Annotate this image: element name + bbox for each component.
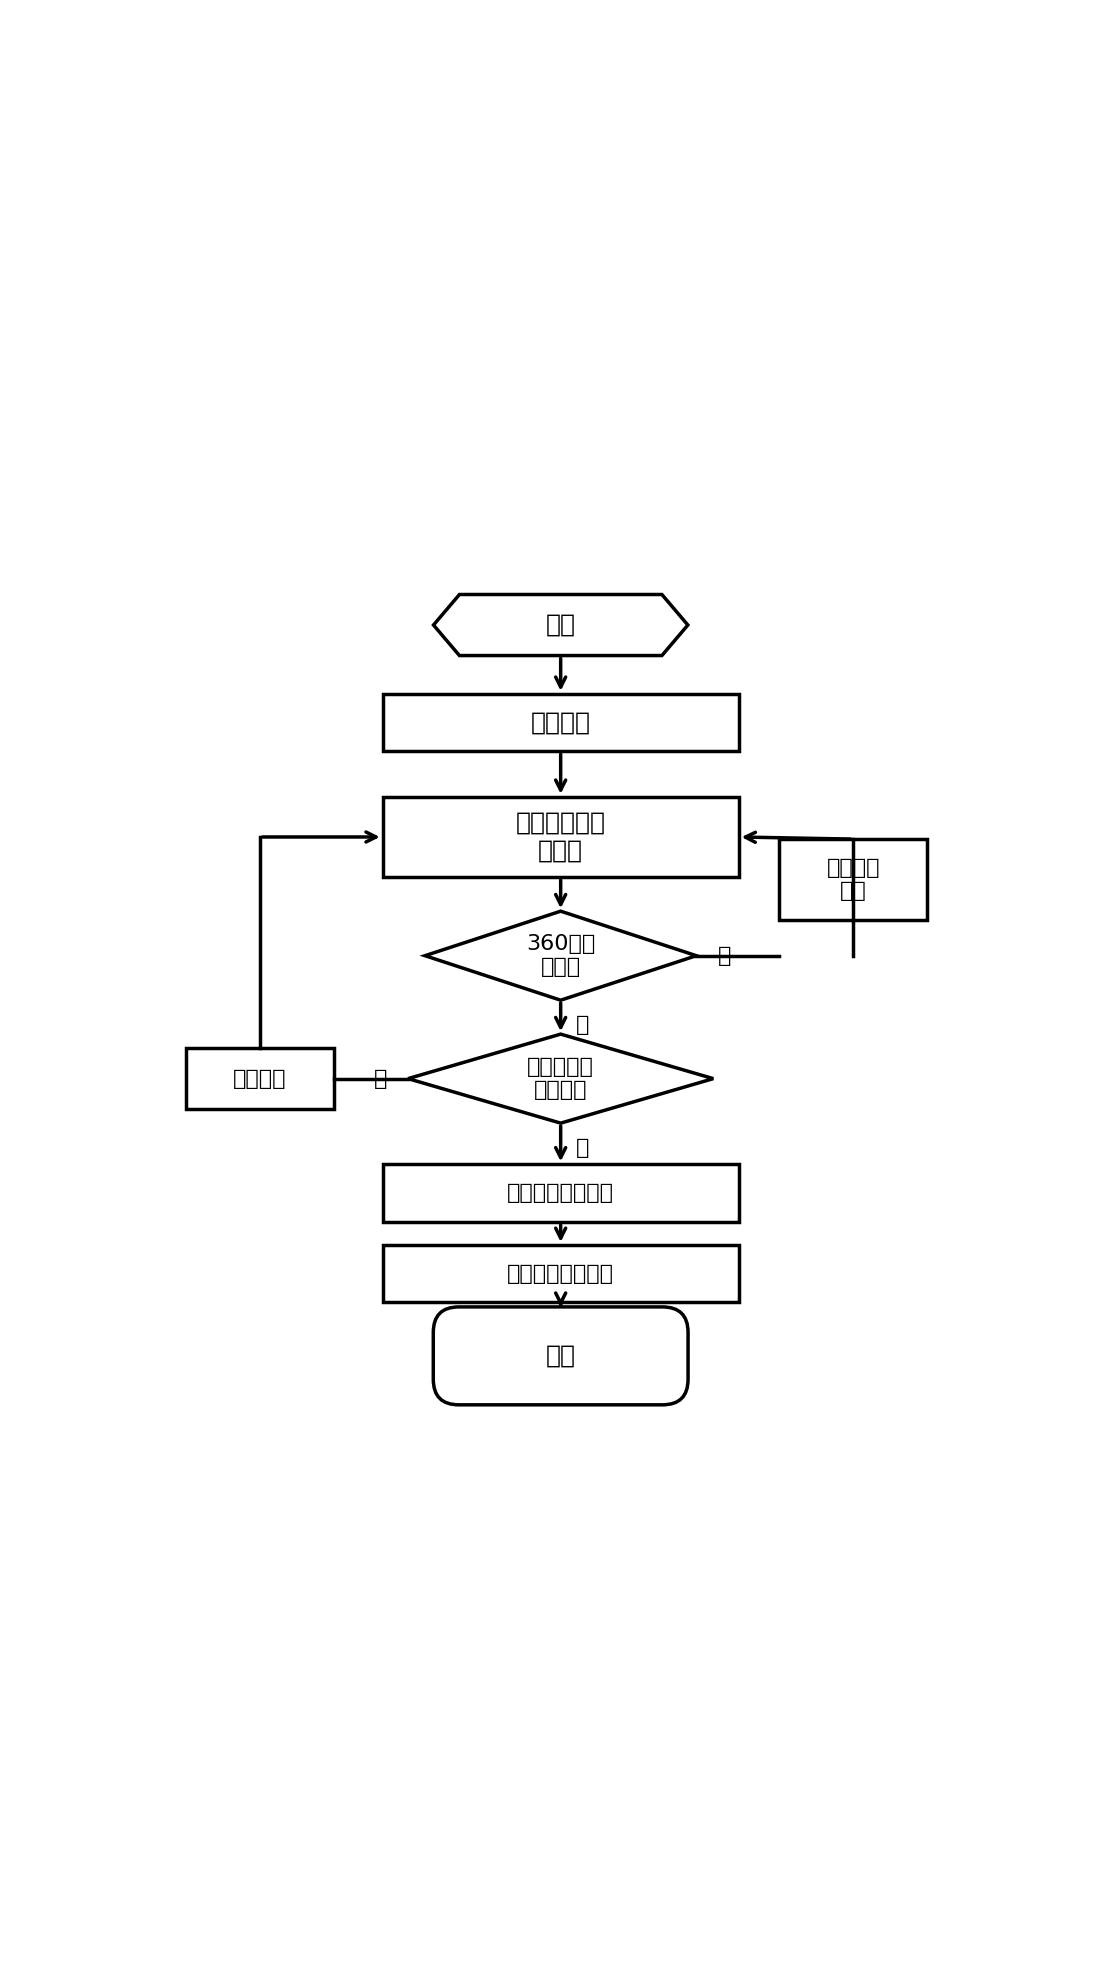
Text: 结束: 结束 (546, 1344, 575, 1368)
Text: 荧光断层成像重建: 荧光断层成像重建 (508, 1263, 614, 1283)
Polygon shape (424, 911, 697, 1000)
Text: 是: 是 (575, 1138, 590, 1159)
Bar (383, 797, 738, 878)
Polygon shape (408, 1033, 713, 1124)
Bar (779, 838, 928, 919)
Bar (383, 1246, 738, 1303)
Text: 光声断层成像重建: 光声断层成像重建 (508, 1183, 614, 1202)
Text: 开始: 开始 (546, 612, 575, 638)
Text: 振镜扫描: 振镜扫描 (233, 1069, 287, 1088)
Text: 否: 否 (718, 947, 731, 966)
Text: 样品转台
旋转: 样品转台 旋转 (826, 858, 880, 901)
FancyBboxPatch shape (433, 1307, 688, 1405)
Polygon shape (433, 594, 688, 655)
Text: 激发点位置
扫描完毕: 激发点位置 扫描完毕 (527, 1057, 594, 1100)
Bar (383, 693, 738, 752)
Text: 360度采
集完毕: 360度采 集完毕 (526, 935, 595, 978)
Bar (186, 1049, 334, 1110)
Text: 否: 否 (373, 1069, 387, 1088)
Text: 光声与荧光信
号采集: 光声与荧光信 号采集 (515, 811, 606, 862)
Bar (383, 1165, 738, 1222)
Text: 是: 是 (575, 1015, 590, 1035)
Text: 激光调制: 激光调制 (531, 710, 591, 734)
